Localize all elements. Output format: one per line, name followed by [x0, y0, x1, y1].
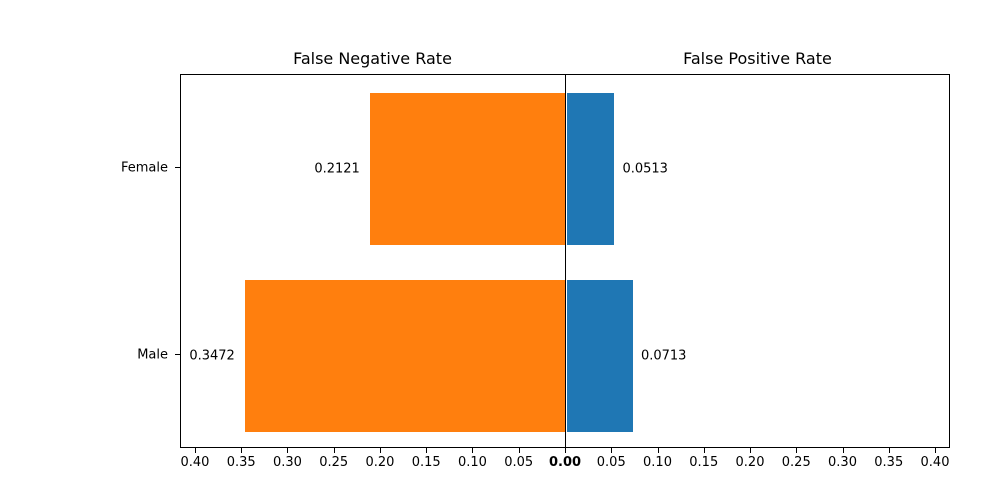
xtick-mark-right-0-25 [796, 448, 798, 453]
xtick-label-right-0-35: 0.35 [874, 455, 904, 470]
ytick-mark-male [175, 354, 180, 355]
xtick-label-right-0-40: 0.40 [920, 455, 950, 470]
bar-false-positive-rate-male [567, 279, 633, 432]
xtick-mark-left-0-10 [472, 448, 474, 453]
xtick-mark-right-0-15 [703, 448, 705, 453]
value-label-false-positive-rate-male: 0.0713 [640, 348, 687, 363]
center-axis-line [565, 75, 566, 447]
xtick-mark-right-0-05 [611, 448, 613, 453]
xtick-mark-left-0-05 [518, 448, 520, 453]
xtick-label-right-0-05: 0.05 [596, 455, 626, 470]
xtick-mark-left-0-15 [426, 448, 428, 453]
ytick-label-female: Female [120, 160, 168, 175]
xtick-label-right-0-20: 0.20 [735, 455, 765, 470]
value-label-false-positive-rate-female: 0.0513 [622, 161, 668, 176]
xtick-label-left-0-30: 0.30 [273, 455, 302, 470]
xtick-label-right-0-15: 0.15 [689, 455, 719, 470]
xtick-mark-right-0-30 [842, 448, 844, 453]
xtick-mark-left-0-35 [241, 448, 243, 453]
xtick-mark-right-0-35 [888, 448, 890, 453]
xtick-mark-center-0-00 [565, 448, 566, 453]
xtick-mark-right-0-40 [935, 448, 936, 453]
plot-area: 0.2121 0.3472 0.0513 0.0713 [180, 74, 950, 448]
left-panel-title: False Negative Rate [293, 49, 452, 68]
xtick-label-left-0-40: 0.40 [180, 455, 210, 470]
xtick-label-left-0-25: 0.25 [319, 455, 349, 470]
xtick-label-left-0-15: 0.15 [411, 455, 441, 470]
bar-false-negative-rate-male [244, 279, 566, 432]
xtick-mark-left-0-20 [379, 448, 381, 453]
ytick-label-male: Male [137, 347, 168, 362]
xtick-label-left-0-10: 0.10 [458, 455, 487, 470]
xtick-label-right-0-25: 0.25 [781, 455, 811, 470]
xtick-mark-right-0-20 [750, 448, 751, 453]
xtick-mark-left-0-25 [333, 448, 335, 453]
xtick-mark-left-0-40 [194, 448, 196, 453]
xtick-label-left-0-20: 0.20 [365, 455, 395, 470]
xtick-label-center-0-00: 0.00 [548, 455, 582, 470]
value-label-false-negative-rate-male: 0.3472 [189, 348, 235, 363]
xtick-label-right-0-10: 0.10 [643, 455, 672, 470]
value-label-false-negative-rate-female: 0.2121 [314, 161, 360, 176]
xtick-mark-left-0-30 [287, 448, 289, 453]
xtick-label-left-0-05: 0.05 [504, 455, 534, 470]
xtick-label-right-0-30: 0.30 [828, 455, 857, 470]
ytick-mark-female [175, 167, 180, 168]
xtick-label-left-0-35: 0.35 [226, 455, 256, 470]
xtick-mark-right-0-10 [657, 448, 659, 453]
right-panel-title: False Positive Rate [683, 49, 832, 68]
bar-false-negative-rate-female [369, 92, 566, 245]
bar-false-positive-rate-female [567, 92, 615, 245]
